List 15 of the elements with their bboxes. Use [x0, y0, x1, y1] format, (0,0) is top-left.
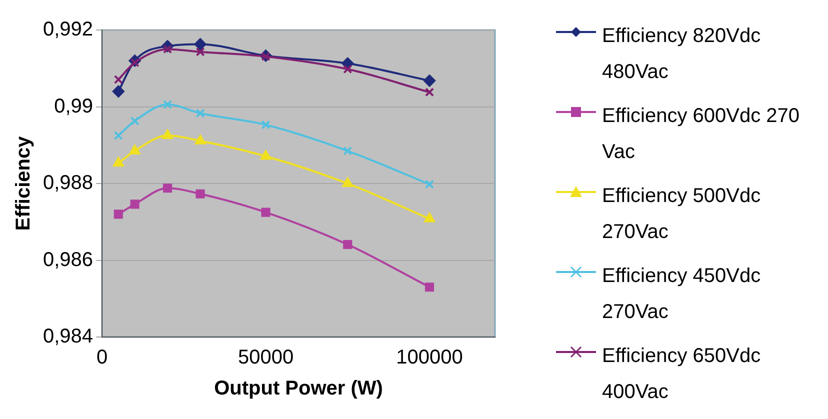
x-tick-label: 50000 — [238, 346, 294, 369]
x-tick-label: 0 — [96, 346, 108, 369]
legend-label: Efficiency 650Vdc 400Vac — [602, 344, 762, 405]
x-tick-label: 100000 — [396, 346, 463, 369]
legend-label: Efficiency 500Vdc 270Vac — [602, 184, 762, 245]
legend-label: Efficiency 820Vdc 480Vac — [602, 24, 762, 85]
legend-label: Efficiency 450Vdc 270Vac — [602, 264, 762, 325]
x-axis-title: Output Power (W) — [214, 378, 383, 400]
y-tick-label: 0,992 — [42, 18, 94, 41]
y-tick-label: 0,984 — [42, 326, 94, 348]
y-tick-label: 0,988 — [42, 172, 94, 194]
y-axis-title: Efficiency — [12, 135, 35, 231]
y-tick-label: 0,986 — [42, 248, 94, 271]
y-tick-label: 0,99 — [54, 95, 94, 118]
legend-label: Efficiency 600Vdc 270 Vac — [602, 104, 801, 165]
